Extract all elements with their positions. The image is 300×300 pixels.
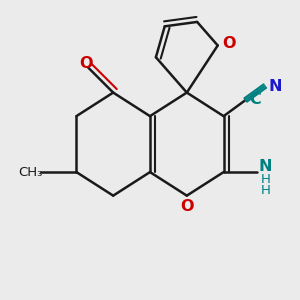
Text: N: N [259,159,272,174]
Text: O: O [222,36,236,51]
Text: N: N [268,79,282,94]
Text: O: O [180,199,194,214]
Text: H: H [261,173,271,186]
Text: CH₃: CH₃ [19,166,43,178]
Text: O: O [79,56,93,70]
Text: H: H [261,184,271,197]
Text: C: C [249,92,261,107]
